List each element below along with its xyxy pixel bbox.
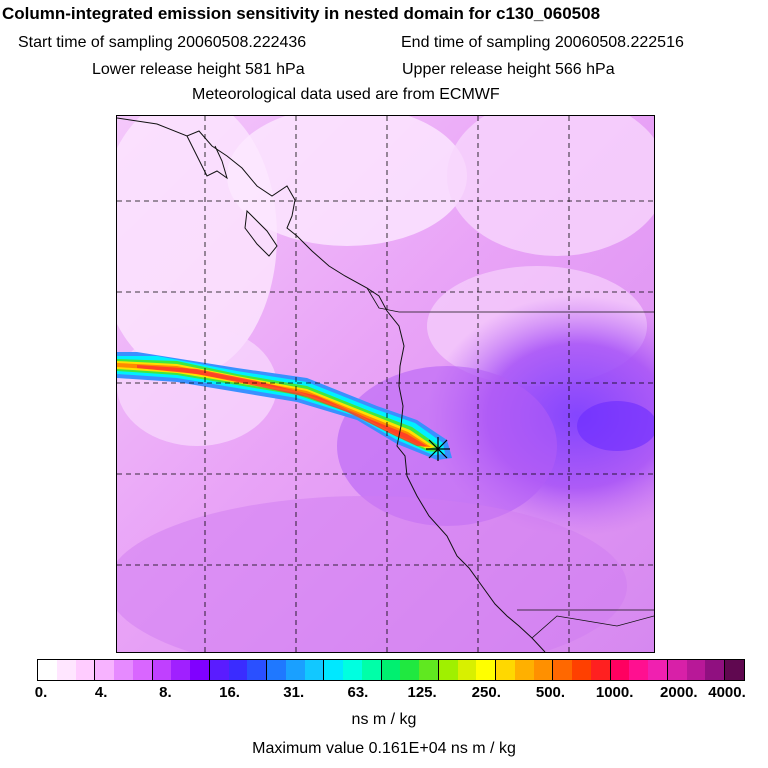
- color-segment: [400, 660, 419, 680]
- border: [531, 615, 654, 639]
- color-segment: [705, 660, 724, 680]
- color-segment: [171, 660, 190, 680]
- color-segment: [419, 660, 438, 680]
- color-scale-tick-label: 16.: [219, 684, 240, 701]
- dark-region: [577, 401, 654, 451]
- unit-label: ns m / kg: [351, 711, 417, 728]
- color-segment: [38, 660, 57, 680]
- coastline-inlet: [186, 135, 228, 180]
- color-segment: [94, 660, 114, 680]
- color-segment: [285, 660, 305, 680]
- color-segment: [56, 660, 76, 680]
- color-segment: [686, 660, 706, 680]
- plume-yellow: [117, 361, 435, 449]
- plume-cyan: [117, 356, 445, 455]
- color-segment: [476, 660, 495, 680]
- upper-release-height-label: Upper release height 566 hPa: [402, 61, 615, 78]
- coastline: [117, 117, 546, 652]
- color-scale-tick-label: 31.: [283, 684, 305, 701]
- color-segment: [609, 660, 630, 680]
- color-segment: [266, 660, 286, 680]
- sensitivity-map: [116, 115, 655, 653]
- start-time-label: Start time of sampling 20060508.222436: [18, 34, 307, 51]
- color-scale-tick-label: 2000.: [660, 684, 698, 701]
- end-time-label: End time of sampling 20060508.222516: [401, 34, 684, 51]
- color-segment: [724, 660, 744, 680]
- color-segment: [151, 660, 172, 680]
- lower-release-height-label: Lower release height 581 hPa: [92, 61, 305, 78]
- color-segment: [457, 660, 477, 680]
- color-scale-tick-label: 500.: [535, 684, 566, 701]
- color-scale-tick-label: 0.: [34, 684, 48, 701]
- color-scale-tick-label: 63.: [347, 684, 369, 701]
- color-segment: [247, 660, 266, 680]
- light-patch: [447, 116, 654, 256]
- border: [366, 287, 400, 313]
- met-data-label: Meteorological data used are from ECMWF: [192, 86, 500, 103]
- maximum-value-label: Maximum value 0.161E+04 ns m / kg: [252, 740, 516, 757]
- coastline-island: [244, 209, 278, 257]
- color-segment: [114, 660, 133, 680]
- color-scale-tick-label: 1000.: [595, 684, 634, 701]
- color-scale-tick-label: 8.: [159, 684, 172, 701]
- color-segment: [190, 660, 209, 680]
- color-scale-bar: [37, 659, 745, 681]
- color-scale-tick-label: 4.: [94, 684, 108, 701]
- color-segment: [629, 660, 648, 680]
- color-segment: [437, 660, 458, 680]
- light-patch: [227, 116, 467, 246]
- color-segment: [495, 660, 515, 680]
- color-segment: [572, 660, 591, 680]
- color-scale-tick-label: 250.: [471, 684, 501, 701]
- color-segment: [514, 660, 534, 680]
- color-segment: [361, 660, 381, 680]
- color-segment: [228, 660, 248, 680]
- color-segment: [343, 660, 362, 680]
- color-segment: [648, 660, 667, 680]
- color-segment: [132, 660, 152, 680]
- color-segment: [552, 660, 572, 680]
- color-segment: [666, 660, 687, 680]
- color-segment: [590, 660, 610, 680]
- plot-title: Column-integrated emission sensitivity i…: [2, 4, 601, 23]
- color-segment: [380, 660, 401, 680]
- dark-region: [117, 496, 627, 652]
- color-segment: [75, 660, 95, 680]
- color-segment: [533, 660, 553, 680]
- color-scale-tick-label: 125.: [407, 684, 437, 701]
- color-scale-tick-label: 4000.: [708, 684, 746, 701]
- star-icon: [426, 437, 450, 461]
- color-segment: [323, 660, 343, 680]
- color-segment: [304, 660, 324, 680]
- color-segment: [208, 660, 229, 680]
